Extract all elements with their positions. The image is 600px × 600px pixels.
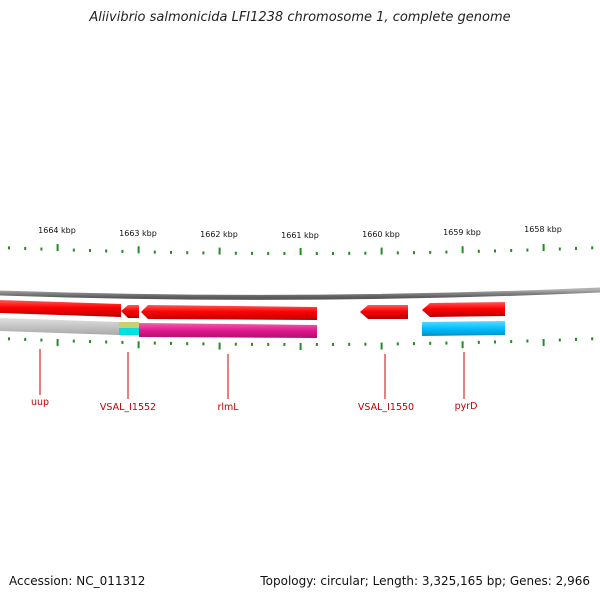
accession-text: Accession: NC_011312: [9, 574, 146, 588]
scale-label: 1664 kbp: [38, 226, 76, 235]
scale-label: 1663 kbp: [119, 229, 157, 238]
gene-label-uup[interactable]: uup: [31, 397, 49, 408]
gene-label-vsal-i1550[interactable]: VSAL_I1550: [358, 402, 414, 413]
cds-uup[interactable]: [0, 300, 121, 317]
scale-label: 1660 kbp: [362, 230, 400, 239]
cds-vsal-i1552[interactable]: [121, 305, 139, 318]
chromosome-backbone: [0, 287, 600, 300]
scale-labels: 1664 kbp 1663 kbp 1662 kbp 1661 kbp 1660…: [38, 225, 562, 240]
scale-label: 1658 kbp: [524, 225, 562, 234]
gene-track: [0, 318, 505, 338]
cds-track: [0, 300, 505, 320]
gene-vsal-i1552-upper[interactable]: [119, 322, 139, 328]
cds-pyrd[interactable]: [422, 302, 505, 317]
genome-summary-text: Topology: circular; Length: 3,325,165 bp…: [260, 574, 590, 588]
gene-pyrd[interactable]: [422, 321, 505, 336]
gene-labels: uup VSAL_I1552 rlmL VSAL_I1550 pyrD: [31, 397, 477, 413]
scale-label: 1662 kbp: [200, 230, 238, 239]
gene-rlml[interactable]: [139, 323, 317, 338]
gene-label-rlml[interactable]: rlmL: [217, 402, 239, 413]
scale-label: 1659 kbp: [443, 228, 481, 237]
gene-uup[interactable]: [0, 318, 119, 335]
scale-label: 1661 kbp: [281, 231, 319, 240]
gene-label-pyrd[interactable]: pyrD: [455, 401, 478, 412]
gene-leaders: [39, 349, 465, 399]
map-title: Aliivibrio salmonicida LFI1238 chromosom…: [89, 10, 511, 25]
cds-rlml[interactable]: [141, 305, 317, 320]
gene-vsal-i1552[interactable]: [119, 328, 139, 335]
scale-ticks-top: [8, 244, 594, 255]
gene-label-vsal-i1552[interactable]: VSAL_I1552: [100, 402, 156, 413]
cds-vsal-i1550[interactable]: [360, 305, 408, 319]
scale-ticks-bottom: [8, 337, 594, 350]
